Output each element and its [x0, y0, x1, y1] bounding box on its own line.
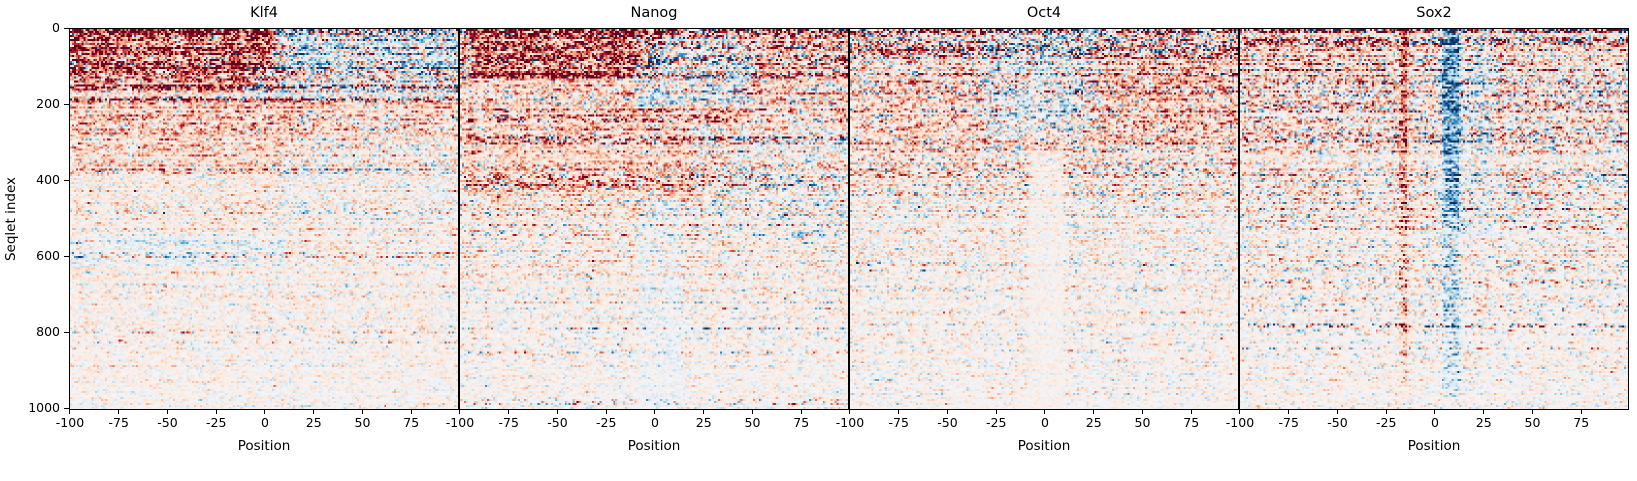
x-tick-label: -25 [986, 415, 1007, 430]
x-tick-mark [946, 410, 948, 414]
y-tick-label: 0 [52, 20, 60, 35]
x-tick-label: 50 [744, 415, 761, 430]
y-tick-label: 1000 [28, 400, 60, 416]
x-tick-label: -100 [445, 415, 475, 430]
x-tick-mark [313, 410, 315, 414]
heatmap-canvas-oct4 [850, 29, 1238, 409]
x-tick-mark [459, 410, 461, 414]
x-tick-mark [1239, 410, 1241, 414]
x-tick-mark [1288, 410, 1290, 414]
x-tick-label: -50 [157, 415, 178, 430]
y-tick-label: 400 [36, 172, 60, 188]
x-tick-label: 25 [305, 415, 322, 430]
x-tick-mark [703, 410, 705, 414]
x-tick-mark [556, 410, 558, 414]
x-tick-label: 50 [354, 415, 371, 430]
panel-title-sox2: Sox2 [1416, 5, 1452, 21]
y-tick-label: 200 [36, 96, 60, 112]
x-tick-mark [1093, 410, 1095, 414]
x-tick-label: -100 [1225, 415, 1255, 430]
x-tick-label: -100 [55, 415, 85, 430]
x-tick-label: 25 [695, 415, 712, 430]
x-tick-label: -25 [1376, 415, 1397, 430]
panel-title-nanog: Nanog [630, 5, 678, 21]
y-tick-mark [64, 27, 69, 29]
x-tick-mark [1434, 410, 1436, 414]
heatmap-oct4 [849, 28, 1239, 410]
x-tick-label: -75 [1278, 415, 1299, 430]
x-tick-mark [1190, 410, 1192, 414]
heatmap-canvas-klf4 [70, 29, 458, 409]
x-tick-label: 0 [1040, 415, 1049, 430]
x-tick-label: -50 [937, 415, 958, 430]
x-axis-label-oct4: Position [1017, 438, 1071, 454]
x-tick-label: 0 [1430, 415, 1439, 430]
x-tick-mark [1531, 410, 1533, 414]
x-tick-label: 75 [1573, 415, 1590, 430]
x-tick-label: -75 [108, 415, 129, 430]
x-tick-label: -25 [206, 415, 227, 430]
x-tick-mark [410, 410, 412, 414]
x-tick-label: 75 [793, 415, 810, 430]
x-tick-label: -75 [498, 415, 519, 430]
x-tick-mark [215, 410, 217, 414]
x-tick-mark [508, 410, 510, 414]
y-tick-mark [64, 179, 69, 181]
x-axis-label-nanog: Position [627, 438, 681, 454]
panel-klf4: Klf4 -100 -75 -50 -25 0 25 50 75 Position [56, 0, 459, 481]
x-tick-mark [654, 410, 656, 414]
heatmap-sox2 [1239, 28, 1629, 410]
x-tick-mark [1044, 410, 1046, 414]
heatmap-canvas-nanog [460, 29, 848, 409]
x-tick-mark [264, 410, 266, 414]
x-tick-label: 75 [403, 415, 420, 430]
x-tick-mark [800, 410, 802, 414]
x-tick-mark [361, 410, 363, 414]
x-tick-mark [69, 410, 71, 414]
x-tick-mark [751, 410, 753, 414]
x-tick-label: 25 [1085, 415, 1102, 430]
panel-nanog: Nanog -100 -75 -50 -25 0 25 50 75 Position [446, 0, 849, 481]
y-tick-mark [64, 255, 69, 257]
x-tick-label: 50 [1524, 415, 1541, 430]
x-tick-mark [1385, 410, 1387, 414]
panel-title-klf4: Klf4 [250, 5, 278, 21]
x-tick-mark [995, 410, 997, 414]
y-tick-label: 800 [36, 324, 60, 340]
x-tick-mark [1483, 410, 1485, 414]
panel-oct4: Oct4 -100 -75 -50 -25 0 25 50 75 Position [836, 0, 1239, 481]
x-tick-mark [1580, 410, 1582, 414]
x-tick-mark [898, 410, 900, 414]
x-tick-label: -25 [596, 415, 617, 430]
x-tick-mark [849, 410, 851, 414]
x-tick-label: -50 [1327, 415, 1348, 430]
panel-sox2: Sox2 -100 -75 -50 -25 0 25 50 75 Position [1226, 0, 1629, 481]
x-tick-label: 50 [1134, 415, 1151, 430]
y-tick-mark [64, 407, 69, 409]
x-tick-mark [1141, 410, 1143, 414]
heatmap-canvas-sox2 [1240, 29, 1628, 409]
x-tick-mark [118, 410, 120, 414]
x-axis-label-klf4: Position [237, 438, 291, 454]
x-tick-label: -75 [888, 415, 909, 430]
x-tick-label: -100 [835, 415, 865, 430]
x-tick-mark [166, 410, 168, 414]
y-tick-label: 600 [36, 248, 60, 264]
x-tick-label: 0 [650, 415, 659, 430]
x-tick-label: 0 [260, 415, 269, 430]
heatmap-nanog [459, 28, 849, 410]
x-tick-mark [1336, 410, 1338, 414]
y-tick-mark [64, 103, 69, 105]
x-tick-label: 25 [1475, 415, 1492, 430]
x-tick-mark [605, 410, 607, 414]
panel-title-oct4: Oct4 [1026, 5, 1062, 21]
x-tick-label: 75 [1183, 415, 1200, 430]
x-axis-label-sox2: Position [1407, 438, 1461, 454]
heatmap-klf4 [69, 28, 459, 410]
x-tick-label: -50 [547, 415, 568, 430]
y-tick-mark [64, 331, 69, 333]
